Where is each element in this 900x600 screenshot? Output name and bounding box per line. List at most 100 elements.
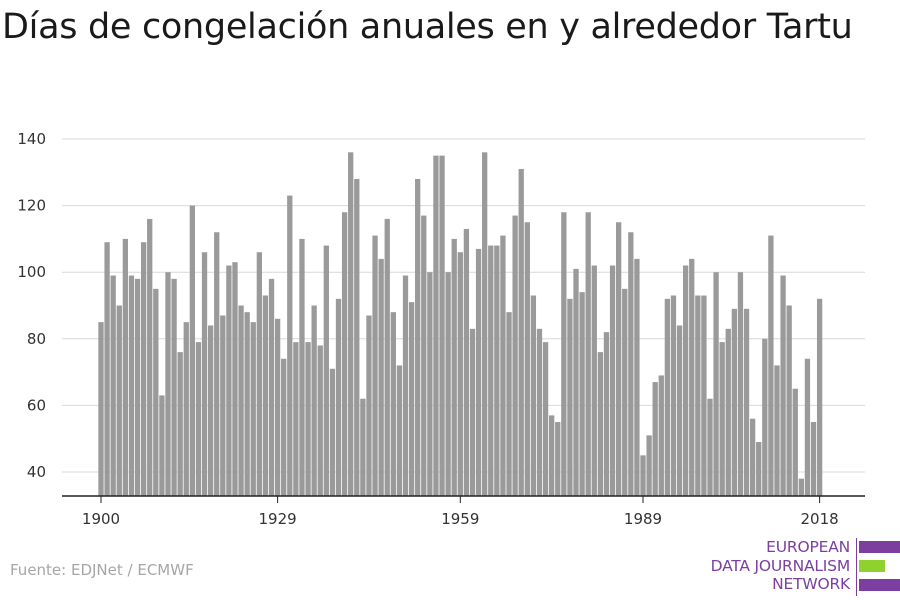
bar-2002 bbox=[719, 342, 725, 496]
bar-1914 bbox=[183, 322, 189, 496]
bar-1922 bbox=[232, 262, 238, 496]
bar-1954 bbox=[427, 272, 433, 496]
bar-1966 bbox=[500, 235, 506, 496]
bar-2013 bbox=[786, 305, 792, 496]
bar-1999 bbox=[701, 295, 707, 496]
bar-1932 bbox=[293, 342, 299, 496]
bar-1972 bbox=[536, 328, 543, 496]
bar-1981 bbox=[591, 265, 597, 496]
bar-1949 bbox=[396, 365, 403, 496]
bars bbox=[98, 152, 823, 497]
bar-1953 bbox=[421, 215, 427, 496]
bar-1968 bbox=[512, 215, 518, 496]
bar-2005 bbox=[737, 272, 744, 496]
y-tick-label: 120 bbox=[17, 197, 46, 215]
bar-1924 bbox=[244, 312, 250, 496]
y-axis-ticks: 40 60 80 100 120 140 bbox=[17, 130, 46, 481]
bar-1951 bbox=[408, 302, 415, 496]
bar-2001 bbox=[713, 272, 719, 496]
bar-1938 bbox=[329, 368, 336, 496]
bar-1975 bbox=[555, 422, 561, 496]
bar-1950 bbox=[402, 275, 409, 496]
bar-1988 bbox=[634, 258, 640, 496]
bar-2016 bbox=[804, 358, 811, 496]
bar-1997 bbox=[689, 258, 695, 496]
bar-1976 bbox=[561, 212, 567, 496]
bar-1995 bbox=[676, 325, 683, 496]
y-tick-label: 80 bbox=[27, 330, 46, 348]
bar-1913 bbox=[177, 352, 183, 496]
bar-2011 bbox=[774, 365, 780, 496]
bar-1930 bbox=[281, 358, 287, 496]
bar-1901 bbox=[104, 242, 110, 496]
x-tick-label: 1989 bbox=[624, 510, 662, 528]
bar-1991 bbox=[652, 382, 658, 496]
bar-2008 bbox=[756, 442, 762, 496]
x-tick-label: 1900 bbox=[82, 510, 120, 528]
bar-1929 bbox=[274, 318, 281, 496]
bar-1947 bbox=[384, 218, 390, 497]
bar-1928 bbox=[268, 278, 275, 496]
bar-1946 bbox=[378, 258, 384, 496]
bar-1923 bbox=[238, 305, 244, 496]
bar-1989 bbox=[640, 455, 646, 496]
bar-1903 bbox=[116, 305, 122, 496]
bar-1970 bbox=[524, 222, 530, 496]
bar-2010 bbox=[768, 235, 774, 496]
bar-1986 bbox=[622, 288, 628, 496]
bar-1940 bbox=[341, 212, 348, 496]
bar-1917 bbox=[201, 252, 208, 496]
bar-1916 bbox=[195, 342, 202, 496]
bar-2000 bbox=[707, 398, 713, 496]
bar-1982 bbox=[597, 352, 604, 496]
bar-1925 bbox=[250, 322, 256, 496]
bar-1933 bbox=[299, 238, 305, 496]
bar-2007 bbox=[749, 418, 756, 496]
y-tick-label: 40 bbox=[27, 463, 46, 481]
logo-bar-bottom bbox=[859, 579, 900, 591]
bar-1948 bbox=[390, 312, 396, 496]
bar-1998 bbox=[695, 295, 701, 496]
bar-2003 bbox=[725, 328, 731, 496]
logo-text: EUROPEAN DATA JOURNALISM NETWORK bbox=[710, 538, 851, 594]
bar-1900 bbox=[98, 322, 104, 496]
bar-1921 bbox=[226, 265, 232, 496]
bar-1939 bbox=[335, 298, 342, 496]
bar-1911 bbox=[165, 272, 171, 496]
y-tick-label: 100 bbox=[17, 263, 46, 281]
bar-1944 bbox=[366, 315, 372, 496]
x-tick-label: 1959 bbox=[441, 510, 479, 528]
bar-1963 bbox=[482, 152, 488, 496]
bar-2012 bbox=[780, 275, 786, 496]
bar-1920 bbox=[220, 315, 226, 496]
bar-1984 bbox=[609, 265, 616, 496]
bar-1974 bbox=[549, 415, 555, 496]
bar-1931 bbox=[287, 195, 293, 497]
bar-1936 bbox=[317, 345, 323, 496]
bar-1952 bbox=[415, 178, 421, 496]
bar-1908 bbox=[147, 218, 153, 497]
bar-2017 bbox=[810, 422, 817, 496]
bar-2018 bbox=[816, 298, 823, 496]
bar-1985 bbox=[616, 222, 622, 496]
bar-1915 bbox=[189, 205, 195, 496]
bar-1987 bbox=[628, 232, 634, 497]
logo-line-3: NETWORK bbox=[772, 575, 850, 593]
bar-1971 bbox=[530, 295, 537, 496]
x-axis-ticks: 1900 1929 1959 1989 2018 bbox=[82, 496, 839, 528]
bar-1927 bbox=[262, 295, 269, 496]
bar-1926 bbox=[256, 252, 262, 496]
bar-1935 bbox=[311, 305, 317, 496]
bar-1942 bbox=[354, 178, 360, 496]
bar-1979 bbox=[579, 292, 585, 496]
bar-1937 bbox=[323, 245, 329, 496]
logo-line-2: DATA JOURNALISM bbox=[710, 556, 851, 575]
bar-1919 bbox=[214, 232, 220, 497]
bar-1959 bbox=[457, 252, 463, 496]
bar-2004 bbox=[731, 308, 738, 496]
edjnet-logo: EUROPEAN DATA JOURNALISM NETWORK bbox=[710, 538, 900, 596]
chart-title: Días de congelación anuales en y alreded… bbox=[2, 7, 853, 47]
bar-1978 bbox=[573, 268, 579, 496]
bar-1993 bbox=[664, 298, 671, 496]
bar-1965 bbox=[494, 245, 500, 496]
